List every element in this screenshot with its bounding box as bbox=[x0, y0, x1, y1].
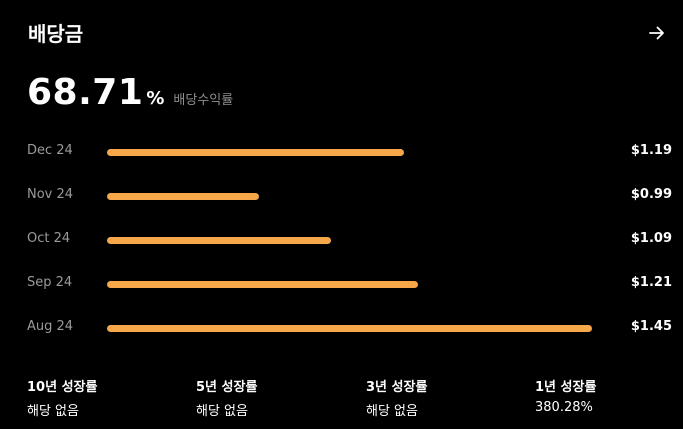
yield-unit: % bbox=[146, 88, 165, 109]
growth-rate-value: 해당 없음 bbox=[196, 404, 248, 419]
bar-category-label: Dec 24 bbox=[27, 143, 73, 158]
bar bbox=[107, 149, 404, 156]
growth-rate-value: 해당 없음 bbox=[366, 404, 418, 419]
yield-value: 68.71 bbox=[27, 72, 144, 113]
bar-value-label: $1.09 bbox=[630, 231, 672, 246]
yield-label: 배당수익률 bbox=[173, 93, 234, 108]
bar-track bbox=[107, 325, 592, 332]
bar-row: Nov 24 $0.99 bbox=[0, 184, 683, 208]
bar-track bbox=[107, 149, 592, 156]
bar bbox=[107, 325, 592, 332]
bar-row: Sep 24 $1.21 bbox=[0, 272, 683, 296]
growth-rate-item: 1년 성장률 380.28% bbox=[535, 376, 596, 415]
bar bbox=[107, 281, 419, 288]
bar bbox=[107, 237, 332, 244]
bar-value-label: $1.45 bbox=[630, 319, 672, 334]
dividend-yield: 68.71 % 배당수익률 bbox=[27, 72, 233, 113]
bar-value-label: $1.21 bbox=[630, 275, 672, 290]
bar-category-label: Sep 24 bbox=[27, 275, 73, 290]
bar-row: Aug 24 $1.45 bbox=[0, 316, 683, 340]
growth-rate-title: 10년 성장률 bbox=[27, 380, 98, 395]
bar-track bbox=[107, 281, 592, 288]
bar-category-label: Oct 24 bbox=[27, 231, 71, 246]
growth-rate-title: 5년 성장률 bbox=[196, 380, 258, 395]
bar-category-label: Aug 24 bbox=[27, 319, 74, 334]
bar-value-label: $0.99 bbox=[630, 187, 672, 202]
bar-track bbox=[107, 193, 592, 200]
growth-rate-title: 3년 성장률 bbox=[366, 380, 428, 395]
bar-row: Oct 24 $1.09 bbox=[0, 228, 683, 252]
bar bbox=[107, 193, 259, 200]
bar-track bbox=[107, 237, 592, 244]
growth-rate-value: 해당 없음 bbox=[27, 404, 79, 419]
growth-rate-title: 1년 성장률 bbox=[535, 380, 597, 395]
arrow-right-icon[interactable] bbox=[646, 22, 668, 44]
bar-row: Dec 24 $1.19 bbox=[0, 140, 683, 164]
card-title: 배당금 bbox=[28, 22, 84, 46]
bar-category-label: Nov 24 bbox=[27, 187, 74, 202]
growth-rate-value: 380.28% bbox=[535, 400, 593, 415]
bar-value-label: $1.19 bbox=[630, 143, 672, 158]
